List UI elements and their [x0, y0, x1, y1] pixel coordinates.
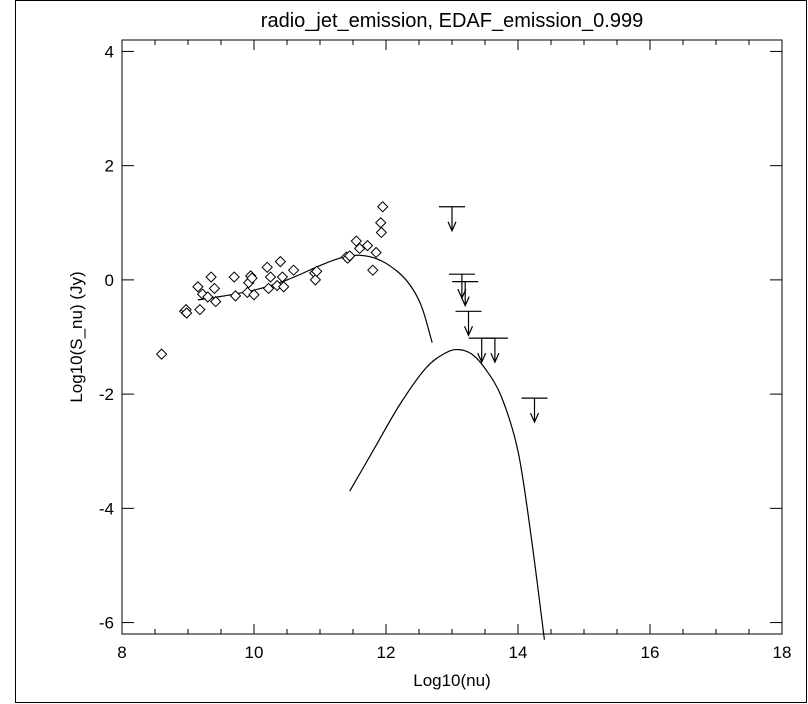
x-tick-label: 18: [773, 643, 792, 662]
x-tick-label: 10: [245, 643, 264, 662]
data-point-diamond: [229, 290, 242, 302]
data-point-diamond: [262, 282, 275, 295]
data-point-diamond: [350, 235, 363, 247]
upper-limit-arrow: [452, 280, 479, 308]
plot-area: 8 10 12 14 16 18 4 2 0 -2 -4 -6: [99, 39, 791, 662]
y-axis-label: Log10(S_nu) (Jy): [67, 271, 86, 402]
y-tick-label: -6: [99, 614, 114, 633]
data-point-diamond: [155, 348, 168, 360]
data-point-diamond: [248, 289, 260, 301]
y-tick-label: -4: [99, 499, 114, 518]
data-point-diamond: [376, 201, 389, 213]
data-point-diamond: [261, 261, 273, 274]
data-point-diamond: [361, 239, 374, 252]
y-tick-label: 4: [105, 42, 114, 61]
y-tick-label: -2: [99, 385, 114, 404]
data-point-diamond: [367, 264, 379, 276]
x-axis-ticks: 8 10 12 14 16 18: [117, 40, 791, 662]
data-point-diamond: [375, 226, 388, 239]
data-point-diamond: [205, 271, 217, 283]
upper-limit-arrowhead: [529, 412, 540, 424]
outer-frame: [15, 0, 807, 703]
upper-limit-arrowhead: [447, 221, 457, 233]
upper-limit-arrow: [455, 310, 482, 337]
upper-limit-arrowhead: [460, 296, 470, 308]
model-curve-line: [349, 348, 545, 640]
upper-limit-arrow: [521, 397, 548, 424]
x-tick-label: 16: [641, 643, 660, 662]
data-point-diamond: [202, 291, 214, 303]
data-point-diamond: [277, 281, 290, 293]
chart-title: radio_jet_emission, EDAF_emission_0.999: [261, 10, 643, 32]
x-tick-label: 14: [509, 643, 528, 662]
data-point-diamond: [274, 255, 287, 268]
data-point-diamond: [228, 271, 240, 283]
data-markers: [155, 201, 389, 360]
data-point-diamond: [353, 242, 366, 255]
data-point-diamond: [310, 265, 323, 278]
data-point-diamond: [287, 264, 300, 276]
upper-limit-arrowhead: [463, 326, 474, 337]
upper-limit-markers: [439, 206, 548, 424]
y-tick-label: 0: [105, 271, 114, 290]
data-point-diamond: [194, 303, 206, 316]
upper-limit-arrow: [481, 337, 508, 364]
data-point-diamond: [309, 274, 322, 286]
x-tick-label: 12: [377, 643, 396, 662]
x-tick-label: 8: [117, 643, 126, 662]
data-point-diamond: [246, 272, 258, 284]
data-point-diamond: [192, 281, 204, 293]
data-point-diamond: [264, 271, 277, 283]
upper-limit-arrow: [439, 206, 465, 233]
data-point-diamond: [276, 271, 289, 283]
data-point-diamond: [210, 295, 222, 308]
data-point-diamond: [370, 246, 382, 259]
upper-limit-arrowhead: [477, 352, 487, 364]
x-axis-label: Log10(nu): [413, 671, 491, 690]
upper-limit-arrowhead: [490, 352, 500, 364]
data-point-diamond: [180, 307, 193, 319]
y-tick-label: 2: [105, 157, 114, 176]
data-point-diamond: [343, 250, 356, 262]
y-axis-ticks: 4 2 0 -2 -4 -6: [99, 42, 782, 633]
data-point-diamond: [208, 282, 221, 295]
